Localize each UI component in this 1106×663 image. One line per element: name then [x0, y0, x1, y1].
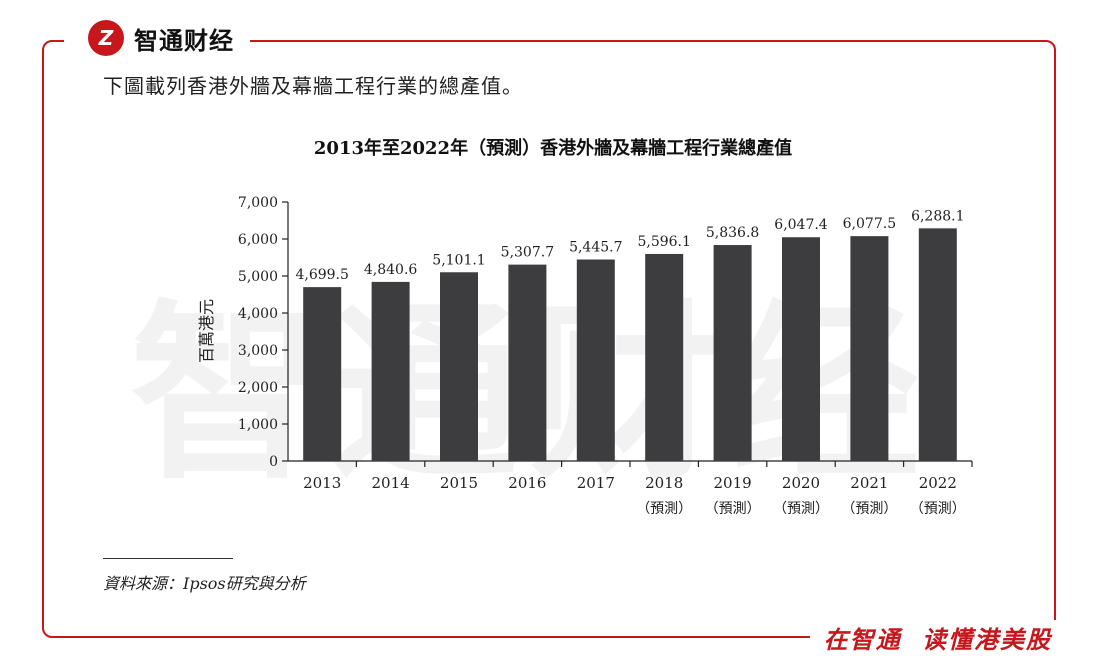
bar-value-label: 5,101.1	[432, 252, 485, 268]
x-tick-label: 2015	[440, 474, 478, 492]
bar-value-label: 4,840.6	[364, 262, 418, 278]
x-tick-label: 2022	[919, 474, 957, 492]
y-tick-label: 2,000	[238, 380, 278, 396]
bar	[782, 237, 820, 461]
x-tick-sublabel: （預測）	[773, 501, 829, 517]
x-tick-sublabel: （預測）	[841, 501, 897, 517]
y-tick-label: 4,000	[238, 306, 278, 322]
x-tick-sublabel: （預測）	[705, 501, 761, 517]
bar-value-label: 6,077.5	[843, 216, 896, 232]
y-axis-label: 百萬港元	[197, 299, 216, 363]
x-tick-label: 2013	[303, 474, 341, 492]
bar	[645, 253, 684, 461]
y-tick-label: 7,000	[238, 195, 278, 211]
bar-value-label: 4,699.5	[295, 267, 348, 283]
x-tick-label: 2018	[645, 474, 683, 492]
content-frame	[42, 40, 1056, 638]
source-divider	[103, 558, 233, 559]
x-tick-sublabel: （預測）	[910, 501, 966, 517]
brand-logo-icon: Z	[88, 20, 124, 56]
bar-value-label: 6,288.1	[911, 208, 964, 224]
bar-value-label: 6,047.4	[774, 217, 828, 233]
y-tick-label: 3,000	[238, 343, 278, 359]
bar	[713, 245, 752, 461]
x-tick-label: 2014	[372, 474, 410, 492]
x-tick-label: 2017	[577, 474, 615, 492]
bar	[440, 272, 478, 461]
y-tick-label: 6,000	[238, 232, 278, 248]
x-tick-label: 2016	[508, 474, 546, 492]
slogan: 在智通 读懂港美股	[809, 620, 1066, 655]
bar	[303, 287, 342, 461]
bar-value-label: 5,836.8	[706, 225, 759, 241]
bar-value-label: 5,445.7	[569, 240, 622, 256]
bar-value-label: 5,307.7	[501, 245, 554, 261]
y-tick-label: 0	[269, 454, 278, 470]
x-tick-label: 2021	[850, 474, 888, 492]
bar	[918, 228, 957, 461]
brand-header: Z 智通财经	[64, 18, 250, 58]
y-tick-label: 5,000	[238, 269, 278, 285]
chart-title: 2013年至2022年（預測）香港外牆及幕牆工程行業總產值	[313, 138, 793, 159]
x-tick-sublabel: （預測）	[636, 501, 692, 517]
bar-value-label: 5,596.1	[637, 234, 690, 250]
intro-text: 下圖載列香港外牆及幕牆工程行業的總產值。	[103, 74, 523, 98]
bar	[508, 264, 547, 461]
bar	[576, 259, 615, 461]
brand-name: 智通财经	[134, 26, 234, 55]
source-note: 資料來源：Ipsos研究與分析	[103, 574, 306, 593]
y-tick-label: 1,000	[238, 417, 278, 433]
x-tick-label: 2020	[782, 474, 820, 492]
bar	[850, 236, 889, 461]
x-tick-label: 2019	[714, 474, 752, 492]
bar	[371, 281, 410, 461]
